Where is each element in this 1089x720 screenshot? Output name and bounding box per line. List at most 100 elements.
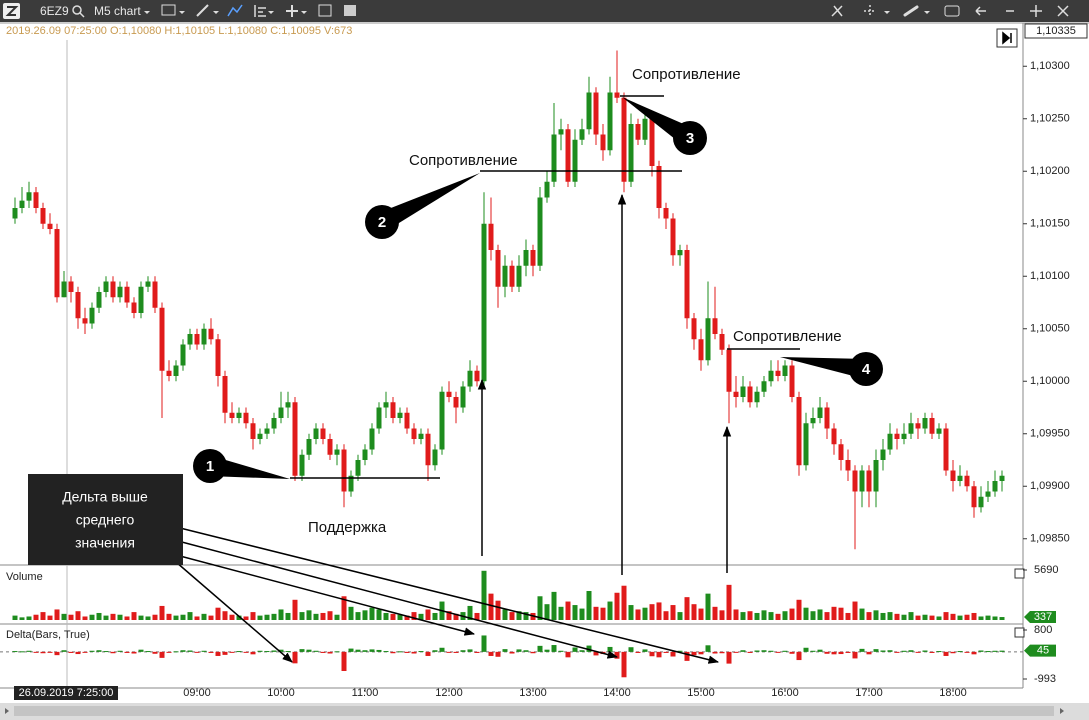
arrow [179,555,476,636]
close-icon[interactable] [1057,5,1069,17]
x-tick-label: 12:00 [435,687,463,699]
callout [849,352,883,386]
cursor-price: 1,10335 [1036,25,1076,37]
callout-number: 1 [206,458,214,475]
tool-icon[interactable] [831,5,843,17]
bar [404,615,410,620]
bar [936,651,942,653]
bar [838,651,844,655]
bar [236,651,242,653]
bar [19,617,25,620]
bar [187,650,193,652]
tool-icon[interactable] [254,5,266,17]
tool-icon[interactable] [344,5,356,16]
bar [285,612,291,620]
dropdown-arrow[interactable] [179,11,185,14]
tool-icon[interactable] [903,5,919,17]
bar [96,612,102,620]
x-tick-label: 09:00 [183,687,211,699]
bar [712,606,718,620]
bar [376,609,382,620]
x-tick-label: 14:00 [603,687,631,699]
candle-body [845,460,851,471]
bar [705,593,711,620]
bar [775,651,781,653]
bar [271,650,277,652]
bar [957,651,963,653]
dropdown-arrow[interactable] [213,11,219,14]
dropdown-arrow[interactable] [884,11,890,14]
search-icon[interactable] [72,5,82,15]
camera-icon[interactable] [944,5,960,17]
dropdown-arrow[interactable] [268,11,274,14]
dropdown-arrow[interactable] [301,11,307,14]
bar [334,614,340,620]
bar [537,645,543,652]
dropdown-arrow[interactable] [144,11,150,14]
back-icon[interactable] [975,6,986,16]
bar [75,651,81,655]
candle-body [187,334,193,345]
bar [649,604,655,620]
candle-body [971,486,977,508]
bar [502,649,508,652]
bar [306,649,312,652]
bar [565,601,571,620]
candle-body [873,460,879,492]
tool-icon[interactable] [286,5,298,17]
candle-body [859,470,865,492]
pane-close[interactable] [1014,568,1025,579]
candle-body [824,407,830,429]
bar [432,650,438,652]
pane-close[interactable] [1014,627,1025,638]
bar [397,651,403,653]
bar [474,612,480,620]
candle-body [306,439,312,455]
bar-info: 2019.26.09 07:25:00 O:1,10080 H:1,10105 … [6,25,352,37]
candle-body [901,433,907,439]
tool-icon[interactable] [864,5,876,17]
bar [383,651,389,653]
tool-icon[interactable] [318,4,332,17]
bar [887,612,893,620]
candle-body [222,376,228,413]
bar [754,612,760,620]
candle-body [229,412,235,418]
bar [614,651,620,659]
candle-body [278,407,284,418]
bar [544,649,550,652]
tool-icon[interactable] [227,4,243,17]
scrollbar-thumb[interactable] [14,706,1054,716]
arrow [175,561,293,663]
bar [390,613,396,620]
bar [320,612,326,620]
candle-body [376,407,382,429]
bar [173,651,179,653]
candle-body [677,250,683,256]
candle-body [68,281,74,292]
tool-icon[interactable] [161,4,176,16]
candle-body [271,418,277,429]
candle-body [992,481,998,492]
bar [194,616,200,620]
tool-icon[interactable] [196,4,209,17]
symbol[interactable]: 6EZ9 [40,4,69,18]
bar [740,612,746,620]
candle-body [628,124,634,182]
dropdown-arrow[interactable] [924,11,930,14]
callout [193,449,227,483]
window-icon[interactable] [1006,5,1042,17]
candle-body [572,139,578,182]
candle-body [838,444,844,460]
chart-menu[interactable]: M5 chart [94,4,141,18]
bar [173,615,179,620]
candle-body [768,370,774,382]
bar [635,651,641,653]
bar [509,651,515,654]
bar [978,616,984,620]
bar [481,635,487,652]
candle-body [425,433,431,466]
bar [313,650,319,652]
bar [96,650,102,652]
candle-body [369,428,375,450]
